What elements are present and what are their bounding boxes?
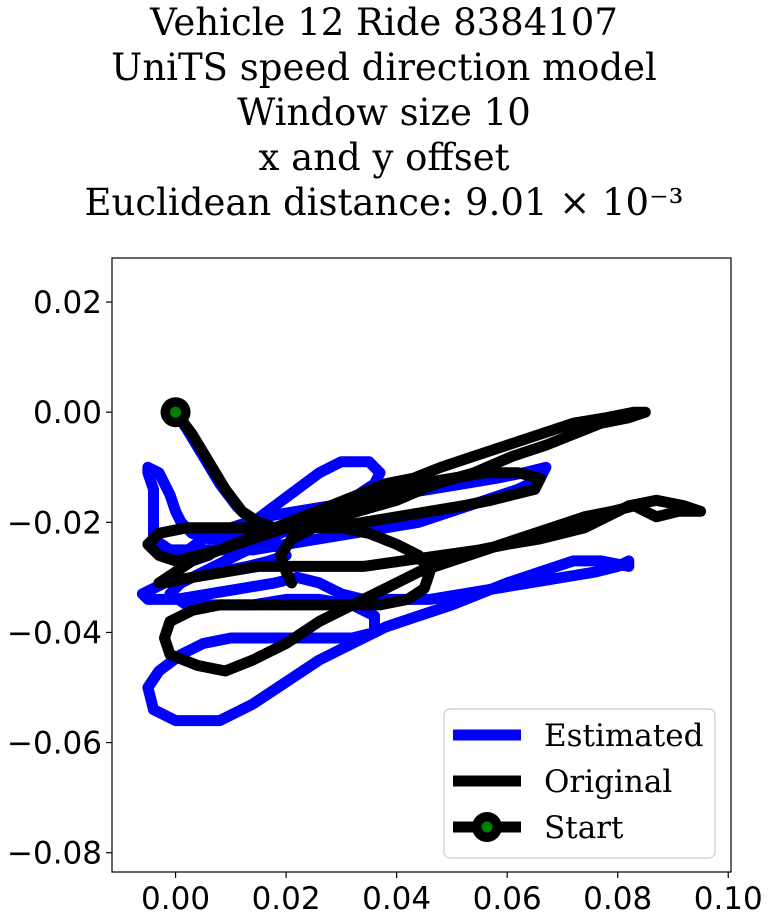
y-tick-label: −0.02: [7, 505, 102, 541]
legend: Estimated Original Start: [443, 708, 716, 859]
start-marker-inner: [170, 406, 182, 418]
title-line-4: x and y offset: [258, 136, 510, 179]
title-line-5: Euclidean distance: 9.01 × 10⁻³: [84, 181, 684, 224]
x-tick-label: 0.04: [362, 881, 431, 917]
y-tick-label: 0.00: [33, 395, 102, 431]
title-line-1: Vehicle 12 Ride 8384107: [150, 1, 618, 44]
series-original-line: [142, 406, 707, 677]
y-tick-label: 0.02: [33, 285, 102, 321]
chart-title: Vehicle 12 Ride 8384107 UniTS speed dire…: [0, 0, 768, 225]
x-tick-label: 0.00: [141, 881, 210, 917]
title-line-2: UniTS speed direction model: [111, 46, 657, 89]
legend-label-estimated: Estimated: [544, 718, 703, 754]
legend-marker-inner: [481, 821, 493, 833]
title-line-3: Window size 10: [237, 91, 531, 134]
x-tick-label: 0.02: [252, 881, 321, 917]
y-tick-label: −0.06: [7, 726, 102, 762]
axis-ticks: 0.00 0.02 0.04 0.06 0.08 0.10 0.02 0.00 −0.02 −0.…: [7, 285, 763, 917]
legend-label-original: Original: [544, 764, 672, 800]
legend-label-start: Start: [544, 810, 624, 846]
x-tick-label: 0.06: [473, 881, 542, 917]
legend-box: [443, 708, 716, 859]
x-tick-label: 0.08: [583, 881, 652, 917]
x-tick-label: 0.10: [694, 881, 763, 917]
plot-frame: [111, 257, 732, 873]
series-layer: [136, 397, 707, 727]
y-tick-label: −0.04: [7, 615, 102, 651]
y-tick-label: −0.08: [7, 836, 102, 872]
